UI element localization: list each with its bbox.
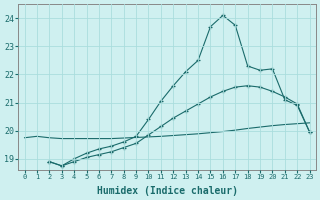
X-axis label: Humidex (Indice chaleur): Humidex (Indice chaleur) [97,186,237,196]
